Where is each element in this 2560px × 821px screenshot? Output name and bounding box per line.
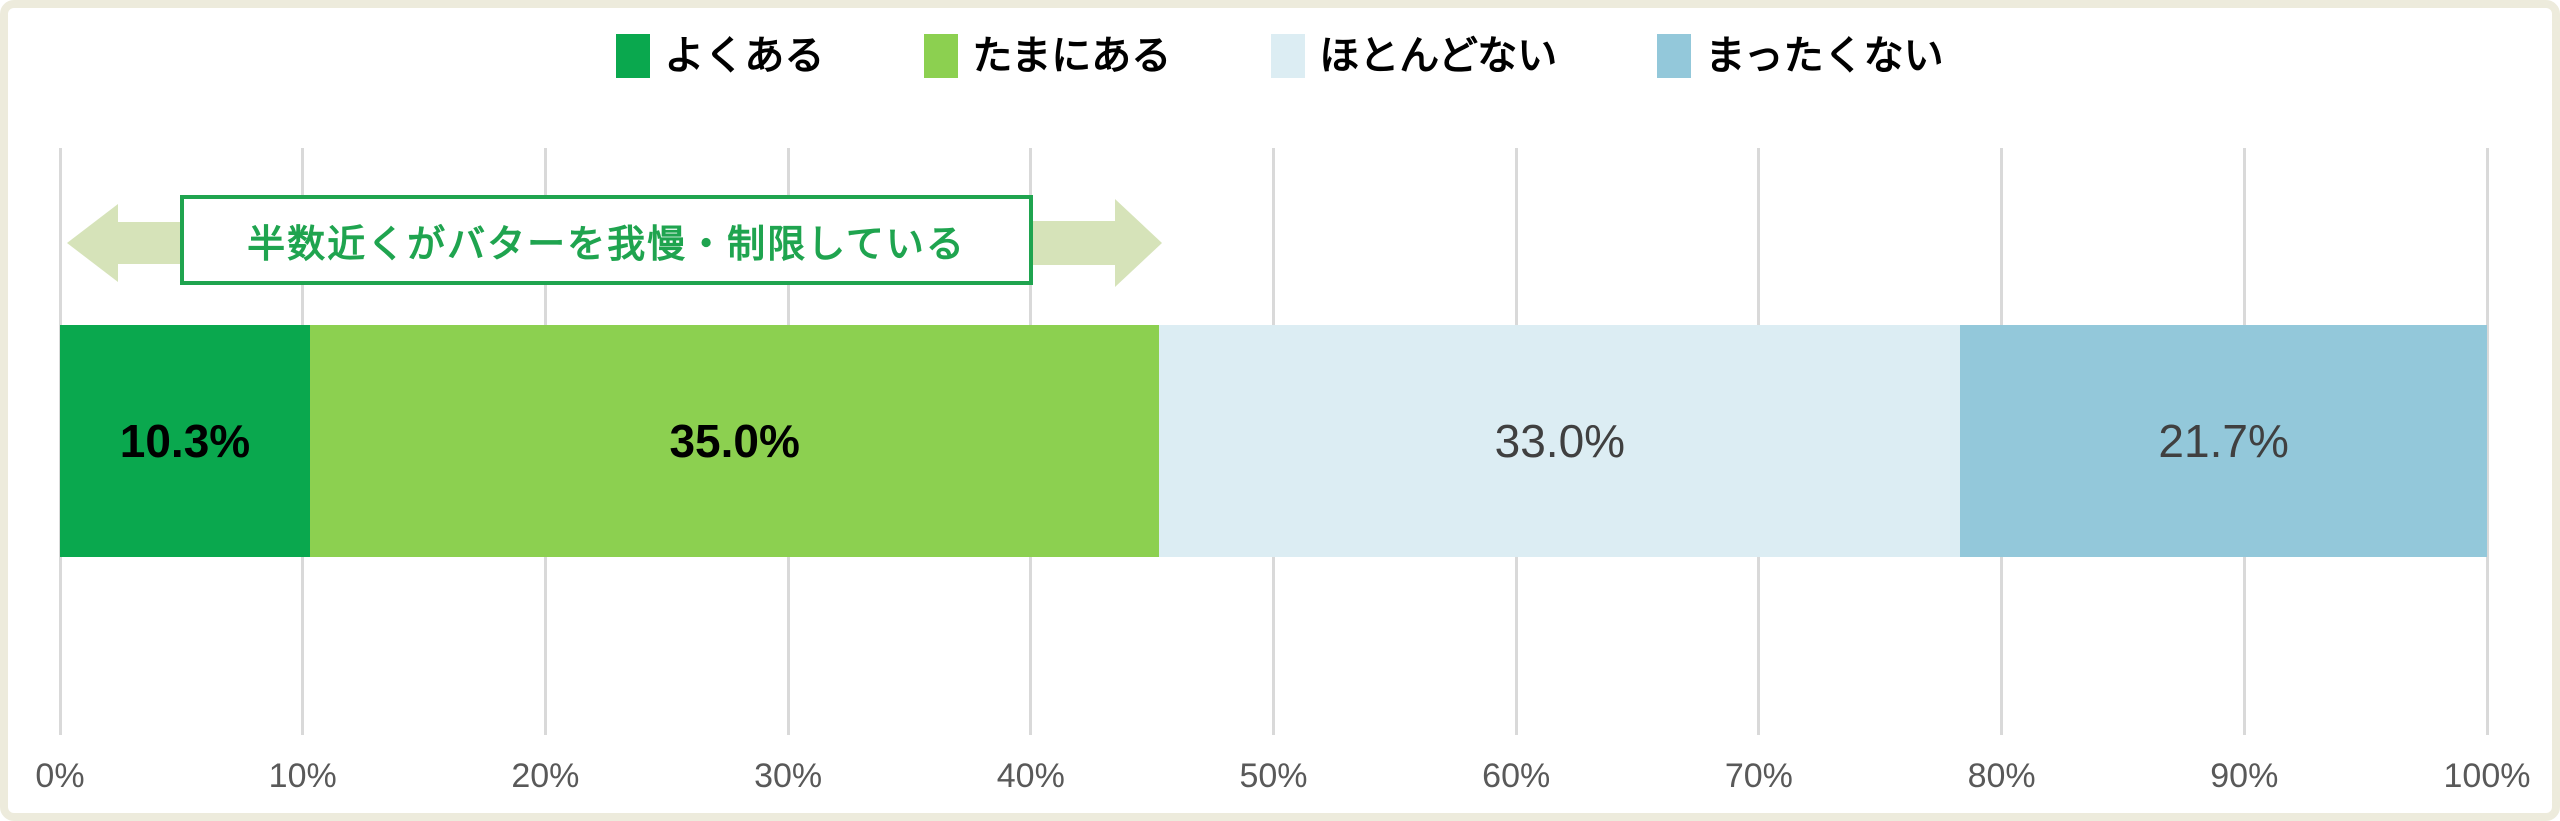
legend-item: たまにある bbox=[924, 34, 1171, 78]
bar-segment: 33.0% bbox=[1159, 325, 1961, 557]
stacked-bar: 10.3% 35.0% 33.0% 21.7% bbox=[60, 325, 2487, 557]
annotation-text: 半数近くがバターを我慢・制限している bbox=[247, 223, 966, 266]
right-arrow-shaft bbox=[1033, 221, 1115, 265]
left-arrow-shaft bbox=[117, 222, 182, 264]
bar-segment-label: 33.0% bbox=[1494, 415, 1626, 467]
x-axis-tick-label: 40% bbox=[996, 757, 1065, 795]
legend-label: ほとんどない bbox=[1319, 34, 1558, 78]
legend-swatch-icon bbox=[1271, 34, 1306, 78]
x-axis-tick-label: 10% bbox=[268, 757, 337, 795]
bar-segment: 21.7% bbox=[1960, 325, 2487, 557]
legend-label: たまにある bbox=[972, 34, 1172, 78]
legend: よくある たまにある ほとんどない まったくない bbox=[8, 34, 2552, 78]
legend-item: よくある bbox=[616, 34, 824, 78]
bar-segment: 10.3% bbox=[60, 325, 310, 557]
bar-segment: 35.0% bbox=[309, 325, 1160, 557]
x-axis-tick-label: 0% bbox=[35, 757, 85, 795]
bar-segment-label: 10.3% bbox=[119, 415, 251, 467]
x-axis-tick-label: 80% bbox=[1967, 757, 2036, 795]
x-axis-tick-label: 100% bbox=[2443, 757, 2531, 795]
legend-label: まったくない bbox=[1705, 34, 1944, 78]
annotation-box: 半数近くがバターを我慢・制限している bbox=[180, 195, 1033, 285]
legend-item: ほとんどない bbox=[1271, 34, 1557, 78]
legend-swatch-icon bbox=[1657, 34, 1692, 78]
plot-area: 10.3% 35.0% 33.0% 21.7% 0% 10% 20% 30% 40% 50% 60… bbox=[35, 148, 2530, 795]
legend-swatch-icon bbox=[616, 34, 651, 78]
right-arrow-icon bbox=[1115, 199, 1162, 287]
x-axis-tick-label: 70% bbox=[1724, 757, 1793, 795]
bar-segment-label: 35.0% bbox=[669, 415, 800, 467]
bar-segment-label: 21.7% bbox=[2158, 415, 2289, 467]
legend-swatch-icon bbox=[924, 34, 959, 78]
x-axis-tick-label: 90% bbox=[2210, 757, 2279, 795]
x-axis-tick-label: 50% bbox=[1239, 757, 1308, 795]
x-axis-tick-label: 60% bbox=[1482, 757, 1551, 795]
x-axis-tick-label: 30% bbox=[754, 757, 823, 795]
left-arrow-icon bbox=[67, 204, 118, 282]
legend-item: まったくない bbox=[1657, 34, 1944, 78]
gridline bbox=[2485, 148, 2489, 735]
legend-label: よくある bbox=[664, 34, 825, 78]
x-axis-tick-label: 20% bbox=[511, 757, 580, 795]
